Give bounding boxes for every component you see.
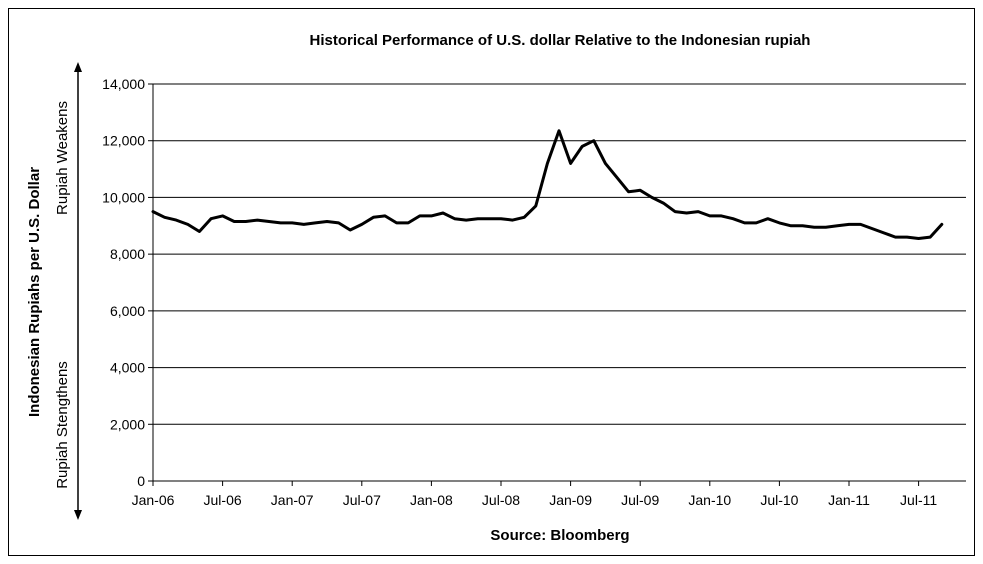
y-tick-label: 6,000 [110,303,145,319]
chart-title: Historical Performance of U.S. dollar Re… [310,32,811,49]
x-tick-label: Jan-08 [410,492,453,508]
y-tick-label: 12,000 [102,133,145,149]
x-tick-label: Jul-11 [900,492,937,508]
y-axis-ticks: 0 2,000 4,000 6,000 8,000 10,000 12,000 14,000 [102,76,153,489]
x-axis-title: Source: Bloomberg [490,527,629,544]
rupiah-weakens-label: Rupiah Weakens [54,101,71,215]
x-tick-label: Jan-07 [271,492,314,508]
x-tick-label: Jul-09 [621,492,659,508]
x-tick-label: Jan-10 [688,492,731,508]
gridlines [153,83,966,425]
x-tick-label: Jan-06 [132,492,175,508]
y-tick-label: 0 [137,473,145,489]
y-tick-label: 2,000 [110,416,145,432]
series-line [151,129,944,240]
x-tick-label: Jul-08 [482,492,520,508]
y-tick-label: 8,000 [110,246,145,262]
chart-frame [8,8,975,556]
y-axis-title: Indonesian Rupiahs per U.S. Dollar [26,167,43,417]
x-tick-label: Jan-09 [549,492,592,508]
direction-arrow [74,62,82,520]
x-tick-label: Jan-11 [828,492,870,508]
x-tick-label: Jul-10 [760,492,798,508]
x-axis-ticks: Jan-06 Jul-06 Jan-07 Jul-07 Jan-08 Jul-08 Jan-… [132,481,937,508]
x-tick-label: Jul-07 [343,492,381,508]
y-tick-label: 14,000 [102,76,145,92]
y-tick-label: 10,000 [102,189,145,205]
y-tick-label: 4,000 [110,360,145,376]
x-tick-label: Jul-06 [204,492,242,508]
rupiah-strengthens-label: Rupiah Stengthens [54,361,71,489]
